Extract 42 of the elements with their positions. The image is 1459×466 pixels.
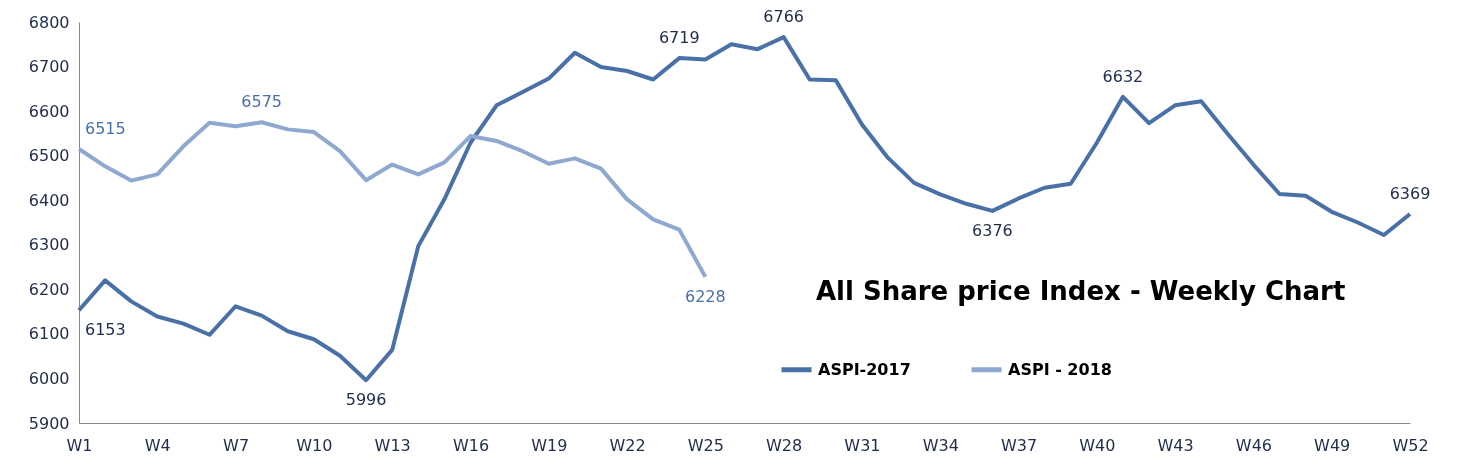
y-tick-label: 6000: [28, 368, 70, 388]
x-tick-label: W13: [374, 435, 411, 455]
data-label: 6369: [1389, 184, 1431, 204]
x-tick-label: W7: [223, 435, 250, 455]
x-tick-label: W10: [296, 435, 333, 455]
x-tick-label: W25: [687, 435, 724, 455]
x-tick-label: W4: [144, 435, 171, 455]
y-tick-label: 6300: [28, 235, 70, 255]
x-tick-label: W40: [1079, 435, 1116, 455]
data-label: 6632: [1102, 66, 1144, 86]
x-tick-label: W43: [1157, 435, 1194, 455]
y-tick-label: 6200: [28, 279, 70, 299]
x-tick-label: W46: [1235, 435, 1273, 455]
legend-label: ASPI-2017: [818, 359, 911, 379]
y-tick-label: 6700: [28, 57, 70, 77]
data-label: 5996: [345, 390, 387, 410]
data-label: 6515: [85, 118, 126, 138]
x-tick-label: W19: [531, 435, 568, 455]
data-label: 6575: [241, 92, 283, 112]
x-tick-label: W31: [844, 435, 881, 455]
data-label: 6228: [684, 286, 726, 306]
y-tick-label: 6500: [28, 146, 70, 166]
x-tick-label: W49: [1314, 435, 1351, 455]
y-tick-label: 6100: [28, 324, 70, 344]
x-tick-label: W28: [766, 435, 803, 455]
x-tick-label: W37: [1000, 435, 1038, 455]
y-tick-label: 6800: [28, 12, 70, 32]
line-series: [77, 120, 708, 279]
x-tick-label: W22: [609, 435, 646, 455]
y-tick-label: 6400: [28, 190, 70, 210]
data-label: 6719: [658, 28, 700, 48]
x-tick-label: W1: [66, 435, 93, 455]
legend-label: ASPI - 2018: [1008, 359, 1112, 379]
data-label: 6376: [972, 220, 1013, 240]
data-label: 6766: [763, 7, 805, 27]
text: All Share price Index - Weekly Chart: [815, 276, 1346, 307]
x-tick-label: W52: [1392, 435, 1429, 455]
data-label: 6153: [85, 320, 126, 340]
x-tick-label: W34: [922, 435, 959, 455]
x-tick-label: W16: [452, 435, 490, 455]
y-tick-label: 6600: [28, 101, 70, 121]
y-tick-label: 5900: [28, 413, 70, 433]
